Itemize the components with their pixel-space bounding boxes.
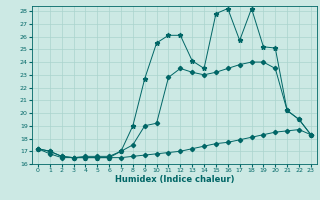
- X-axis label: Humidex (Indice chaleur): Humidex (Indice chaleur): [115, 175, 234, 184]
